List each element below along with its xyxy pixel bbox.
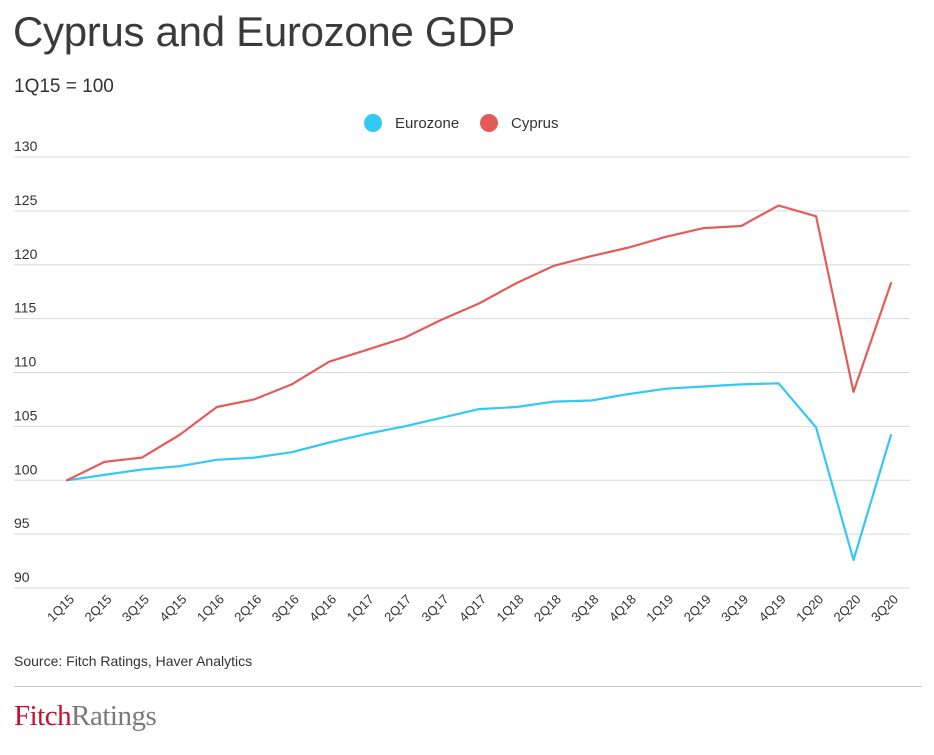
legend-label-cyprus: Cyprus	[511, 115, 559, 132]
footer-divider	[14, 686, 922, 687]
x-tick-label: 2Q20	[831, 592, 864, 625]
x-tick-label: 1Q18	[493, 592, 526, 625]
x-tick-label: 3Q18	[568, 592, 601, 625]
y-tick-label: 130	[14, 138, 38, 154]
x-tick-label: 1Q19	[643, 592, 676, 625]
y-tick-label: 90	[14, 569, 30, 585]
y-tick-label: 115	[14, 300, 37, 316]
logo-ratings: Ratings	[71, 700, 157, 732]
x-tick-label: 4Q15	[156, 592, 189, 625]
y-tick-label: 125	[14, 192, 38, 208]
x-tick-label: 1Q17	[344, 592, 377, 625]
x-tick-label: 4Q19	[756, 592, 789, 625]
series-lines	[65, 204, 893, 562]
x-tick-label: 2Q16	[231, 592, 264, 625]
x-tick-label: 1Q15	[44, 592, 77, 625]
chart-title: Cyprus and Eurozone GDP	[13, 8, 516, 55]
gridlines	[14, 156, 910, 589]
x-tick-label: 1Q16	[194, 592, 227, 625]
legend-marker-cyprus	[480, 114, 498, 132]
x-axis: 1Q15 2Q15 3Q15 4Q15 1Q16 2Q16 3Q16 4Q16 1Q17 2Q17…	[44, 592, 901, 625]
x-tick-label: 3Q20	[868, 592, 901, 625]
x-tick-label: 2Q18	[531, 592, 564, 625]
legend-marker-eurozone	[364, 114, 382, 132]
x-tick-label: 3Q17	[419, 592, 452, 625]
series-line-cyprus[interactable]	[65, 204, 893, 482]
legend-item-eurozone[interactable]: Eurozone	[364, 114, 459, 132]
x-tick-label: 3Q15	[119, 592, 152, 625]
x-tick-label: 3Q16	[269, 592, 302, 625]
legend: Eurozone Cyprus	[364, 114, 559, 132]
y-tick-label: 110	[14, 354, 37, 370]
y-tick-label: 100	[14, 461, 38, 477]
x-tick-label: 4Q16	[306, 592, 339, 625]
source-note: Source: Fitch Ratings, Haver Analytics	[14, 653, 253, 669]
y-axis: 90 95 100 105 110 115 120 125 130	[14, 138, 38, 585]
y-tick-label: 105	[14, 407, 38, 423]
x-tick-label: 1Q20	[793, 592, 826, 625]
x-tick-label: 2Q19	[681, 592, 714, 625]
x-tick-label: 2Q17	[381, 592, 414, 625]
y-tick-label: 95	[14, 515, 30, 531]
legend-label-eurozone: Eurozone	[395, 115, 459, 132]
x-tick-label: 2Q15	[81, 592, 114, 625]
x-tick-label: 4Q18	[606, 592, 639, 625]
chart-subtitle: 1Q15 = 100	[14, 76, 114, 97]
x-tick-label: 4Q17	[456, 592, 489, 625]
y-tick-label: 120	[14, 246, 38, 262]
legend-item-cyprus[interactable]: Cyprus	[480, 114, 559, 132]
fitch-ratings-logo: FitchRatings	[14, 700, 157, 733]
line-chart: Eurozone Cyprus 90 95 100 105 110 115 120 125 13…	[14, 114, 910, 625]
logo-fitch: Fitch	[14, 700, 72, 732]
series-line-eurozone[interactable]	[65, 382, 893, 562]
x-tick-label: 3Q19	[718, 592, 751, 625]
